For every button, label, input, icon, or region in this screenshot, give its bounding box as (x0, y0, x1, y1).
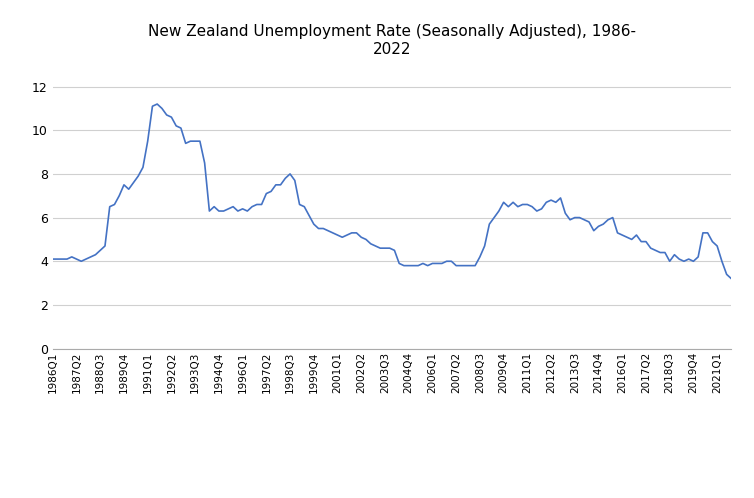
Title: New Zealand Unemployment Rate (Seasonally Adjusted), 1986-
2022: New Zealand Unemployment Rate (Seasonall… (148, 24, 636, 57)
